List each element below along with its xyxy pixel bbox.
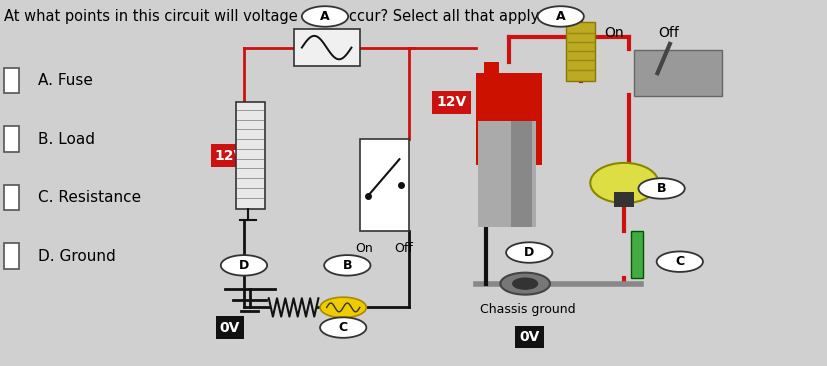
Circle shape — [513, 278, 538, 289]
Text: A: A — [556, 10, 566, 23]
Circle shape — [324, 255, 370, 276]
Ellipse shape — [590, 163, 658, 203]
FancyBboxPatch shape — [634, 50, 722, 96]
Circle shape — [221, 255, 267, 276]
Circle shape — [538, 6, 584, 27]
FancyBboxPatch shape — [360, 139, 409, 231]
FancyBboxPatch shape — [476, 73, 542, 165]
Text: A. Fuse: A. Fuse — [38, 73, 93, 88]
FancyBboxPatch shape — [4, 185, 19, 210]
FancyBboxPatch shape — [566, 22, 595, 81]
FancyBboxPatch shape — [614, 192, 634, 207]
FancyBboxPatch shape — [294, 29, 360, 66]
Text: 12V: 12V — [437, 96, 466, 109]
Circle shape — [320, 297, 366, 318]
FancyBboxPatch shape — [631, 231, 643, 278]
Text: D: D — [524, 246, 534, 259]
Circle shape — [500, 273, 550, 295]
Circle shape — [638, 178, 685, 199]
FancyBboxPatch shape — [484, 62, 499, 73]
Circle shape — [320, 317, 366, 338]
Text: 0V: 0V — [519, 330, 539, 344]
Text: B: B — [342, 259, 352, 272]
Text: B: B — [657, 182, 667, 195]
Text: C. Resistance: C. Resistance — [38, 190, 141, 205]
Text: Off: Off — [394, 242, 413, 255]
Circle shape — [302, 6, 348, 27]
FancyBboxPatch shape — [478, 121, 536, 227]
FancyBboxPatch shape — [4, 126, 19, 152]
Text: D: D — [239, 259, 249, 272]
FancyBboxPatch shape — [511, 121, 532, 227]
Text: D. Ground: D. Ground — [38, 249, 116, 264]
Circle shape — [657, 251, 703, 272]
Text: On: On — [605, 26, 624, 40]
Circle shape — [506, 242, 552, 263]
Text: Chassis ground: Chassis ground — [480, 303, 576, 316]
Text: B. Load: B. Load — [38, 132, 95, 146]
Text: 12V: 12V — [215, 149, 245, 163]
Text: At what points in this circuit will voltage drop occur? Select all that apply.: At what points in this circuit will volt… — [4, 9, 542, 24]
Text: 0V: 0V — [220, 321, 240, 335]
Text: C: C — [338, 321, 348, 334]
Text: A: A — [320, 10, 330, 23]
FancyBboxPatch shape — [4, 243, 19, 269]
FancyBboxPatch shape — [4, 68, 19, 93]
Text: Off: Off — [657, 26, 679, 40]
FancyBboxPatch shape — [236, 102, 265, 209]
Text: C: C — [675, 255, 685, 268]
Text: On: On — [355, 242, 373, 255]
